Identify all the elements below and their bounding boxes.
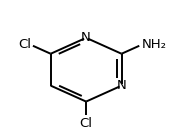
Text: N: N [117, 79, 126, 92]
Text: Cl: Cl [18, 38, 31, 51]
Text: NH₂: NH₂ [141, 38, 166, 51]
Text: N: N [81, 31, 91, 44]
Text: Cl: Cl [80, 117, 93, 130]
